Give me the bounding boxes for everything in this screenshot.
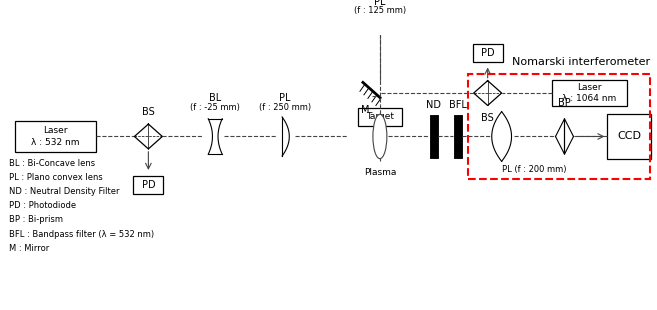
Text: BL : Bi-Concave lens: BL : Bi-Concave lens (9, 159, 95, 168)
Text: PL: PL (374, 0, 386, 7)
Text: CCD: CCD (618, 131, 641, 141)
Bar (468, 74, 650, 179)
Bar (14, 122, 97, 152)
Text: BS: BS (482, 113, 494, 122)
Bar (551, 80, 627, 106)
Text: Nomarski interferometer: Nomarski interferometer (512, 57, 650, 67)
Ellipse shape (373, 114, 387, 159)
Text: PL (f : 200 mm): PL (f : 200 mm) (502, 165, 566, 174)
Text: ND : Neutral Density Filter: ND : Neutral Density Filter (9, 187, 119, 196)
Text: BP : Bi-prism: BP : Bi-prism (9, 215, 62, 224)
Text: BFL: BFL (449, 100, 466, 110)
Text: BFL : Bandpass filter (λ = 532 nm): BFL : Bandpass filter (λ = 532 nm) (9, 229, 154, 238)
Text: BL: BL (209, 93, 221, 103)
Text: (f : -25 mm): (f : -25 mm) (191, 103, 240, 112)
Text: Laser
λ : 1064 nm: Laser λ : 1064 nm (562, 83, 616, 104)
Text: Laser
λ : 532 nm: Laser λ : 532 nm (32, 126, 80, 147)
Text: (f : 250 mm): (f : 250 mm) (259, 103, 311, 112)
Bar (608, 114, 651, 159)
Bar (358, 108, 402, 126)
Text: ND: ND (426, 100, 442, 110)
Text: BP: BP (558, 98, 571, 108)
Bar (472, 44, 503, 62)
Text: Target: Target (366, 113, 394, 122)
Text: PD: PD (481, 48, 495, 58)
Text: (f : 125 mm): (f : 125 mm) (354, 6, 406, 15)
Text: PD: PD (141, 180, 155, 190)
Bar (133, 176, 164, 194)
Text: PL : Plano convex lens: PL : Plano convex lens (9, 173, 102, 182)
Text: M: M (361, 105, 369, 115)
Text: BS: BS (142, 107, 155, 117)
Text: PD : Photodiode: PD : Photodiode (9, 201, 76, 210)
Text: PL: PL (279, 93, 291, 103)
Text: M : Mirror: M : Mirror (9, 244, 49, 253)
Text: Plasma: Plasma (364, 167, 396, 176)
